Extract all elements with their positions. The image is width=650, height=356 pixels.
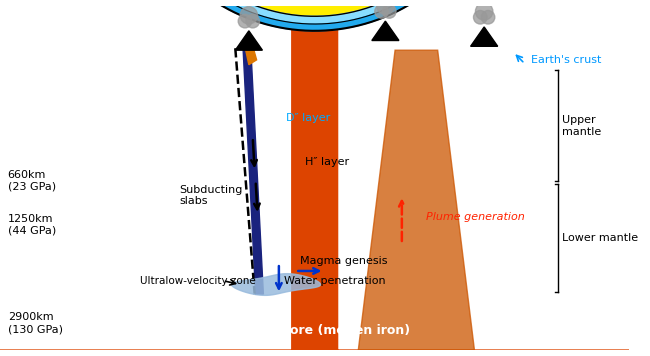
Polygon shape [244, 42, 257, 65]
Text: Lower mantle: Lower mantle [562, 233, 638, 243]
Circle shape [481, 10, 495, 24]
Circle shape [475, 3, 493, 20]
Text: 2900km
(130 GPa): 2900km (130 GPa) [8, 313, 63, 334]
Text: Subducting
slabs: Subducting slabs [179, 185, 242, 206]
Polygon shape [0, 0, 629, 350]
Circle shape [375, 5, 388, 18]
Text: Ultralow-velocity zone: Ultralow-velocity zone [140, 276, 256, 286]
Text: Upper
mantle: Upper mantle [562, 115, 601, 136]
Polygon shape [358, 50, 474, 350]
Text: 660km
(23 GPa): 660km (23 GPa) [8, 170, 56, 192]
Polygon shape [231, 274, 320, 295]
Polygon shape [243, 48, 263, 294]
Text: Earth's crust: Earth's crust [530, 55, 601, 65]
Text: D″ layer: D″ layer [285, 113, 330, 123]
Polygon shape [181, 0, 448, 16]
Circle shape [376, 0, 394, 14]
Circle shape [473, 10, 487, 24]
Polygon shape [170, 0, 460, 31]
Polygon shape [471, 27, 498, 46]
Text: Magma genesis: Magma genesis [300, 256, 387, 266]
Polygon shape [235, 31, 263, 50]
Text: Earth's core (molten iron): Earth's core (molten iron) [229, 324, 410, 337]
Circle shape [382, 5, 396, 18]
Circle shape [246, 14, 259, 28]
Text: Water penetration: Water penetration [283, 276, 385, 286]
Polygon shape [175, 0, 454, 24]
Circle shape [240, 7, 257, 24]
Text: Plume generation: Plume generation [426, 212, 525, 222]
Circle shape [238, 14, 252, 28]
Text: H″ layer: H″ layer [305, 157, 349, 167]
Polygon shape [372, 21, 399, 41]
Polygon shape [191, 0, 438, 4]
Text: 1250km
(44 GPa): 1250km (44 GPa) [8, 214, 56, 235]
